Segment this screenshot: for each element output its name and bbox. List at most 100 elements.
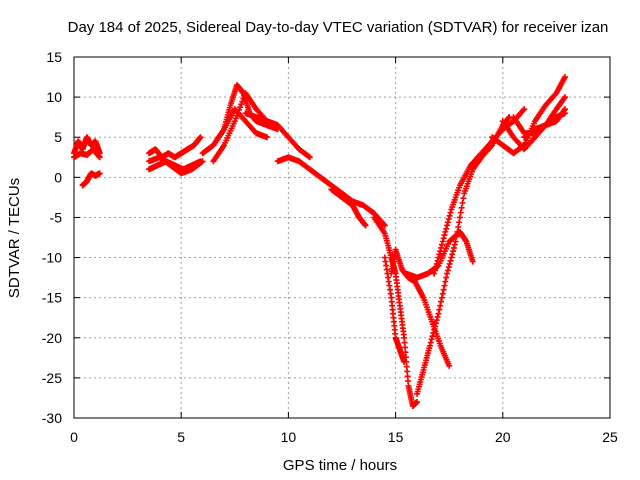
- y-tick-label: 15: [46, 49, 62, 65]
- data-point: [444, 219, 451, 226]
- x-tick-label: 25: [602, 429, 618, 445]
- data-point: [469, 258, 476, 265]
- series-track-j: [242, 110, 313, 161]
- data-point: [431, 270, 438, 277]
- data-point: [429, 333, 436, 340]
- data-point: [443, 274, 450, 281]
- data-point: [444, 270, 451, 277]
- data-point: [445, 216, 452, 223]
- data-point: [434, 257, 441, 264]
- data-point: [198, 159, 205, 166]
- x-axis-label: GPS time / hours: [283, 457, 397, 474]
- data-point: [458, 204, 465, 211]
- data-point: [561, 106, 568, 113]
- data-point: [238, 101, 245, 108]
- x-tick-label: 0: [70, 429, 78, 445]
- data-point: [520, 143, 527, 150]
- data-point: [435, 254, 442, 261]
- data-point: [442, 228, 449, 235]
- data-point: [432, 323, 439, 330]
- y-tick-label: 10: [46, 89, 62, 105]
- x-tick-label: 10: [281, 429, 297, 445]
- data-point: [237, 104, 244, 111]
- data-point: [450, 248, 457, 255]
- data-point: [439, 238, 446, 245]
- data-point: [446, 260, 453, 267]
- axis-ticks: [73, 56, 611, 419]
- plot-frame: [73, 56, 611, 419]
- data-point: [96, 154, 103, 161]
- data-point: [435, 310, 442, 317]
- data-point: [401, 358, 408, 365]
- data-point: [431, 326, 438, 333]
- data-point: [459, 200, 466, 207]
- series-track-f: [146, 154, 206, 177]
- data-point: [433, 260, 440, 267]
- data-point: [432, 267, 439, 274]
- y-tick-label: -5: [50, 209, 63, 225]
- series-track-i: [210, 106, 270, 149]
- data-point: [444, 267, 451, 274]
- data-point: [306, 154, 313, 161]
- data-point: [436, 251, 443, 258]
- data-point: [446, 212, 453, 219]
- data-point: [433, 317, 440, 324]
- chart-title: Day 184 of 2025, Sidereal Day-to-day VTE…: [68, 19, 609, 36]
- data-point: [440, 235, 447, 242]
- data-point: [199, 158, 206, 165]
- series-track-r: [431, 106, 528, 277]
- x-tick-label: 15: [388, 429, 404, 445]
- data-point: [263, 134, 270, 141]
- data-point: [427, 339, 434, 346]
- series-track-q: [414, 114, 513, 397]
- data-point: [381, 222, 388, 229]
- data-point: [437, 302, 444, 309]
- series-track-b: [71, 146, 103, 161]
- y-tick-label: -15: [42, 290, 62, 306]
- data-point: [441, 282, 448, 289]
- x-tick-label: 5: [177, 429, 185, 445]
- data-point: [362, 222, 369, 229]
- data-point: [438, 244, 445, 251]
- data-point: [428, 336, 435, 343]
- data-point: [448, 254, 455, 261]
- data-point: [305, 153, 312, 160]
- y-tick-label: -25: [42, 370, 62, 386]
- data-point: [414, 398, 421, 405]
- data-point: [445, 264, 452, 271]
- data-point: [447, 209, 454, 216]
- data-point: [561, 74, 568, 81]
- data-points: [71, 74, 568, 409]
- data-point: [436, 306, 443, 313]
- data-point: [434, 313, 441, 320]
- y-tick-label: -30: [42, 410, 62, 426]
- y-tick-label: -20: [42, 330, 62, 346]
- data-point: [447, 257, 454, 264]
- series-track-v: [510, 106, 568, 137]
- series-track-l: [328, 186, 369, 229]
- series-track-a: [71, 134, 103, 157]
- series-track-n: [381, 254, 408, 365]
- data-point: [232, 115, 239, 122]
- x-tick-label: 20: [495, 429, 511, 445]
- data-point: [430, 329, 437, 336]
- data-point: [456, 214, 463, 221]
- data-point: [439, 290, 446, 297]
- data-point: [240, 95, 247, 102]
- data-point: [440, 286, 447, 293]
- data-point: [561, 94, 568, 101]
- data-point: [432, 320, 439, 327]
- data-point: [457, 209, 464, 216]
- data-point: [452, 238, 459, 245]
- data-point: [450, 244, 457, 251]
- data-point: [437, 248, 444, 255]
- data-point: [438, 298, 445, 305]
- data-point: [426, 342, 433, 349]
- series-track-c: [79, 170, 103, 189]
- data-point: [96, 170, 103, 177]
- data-point: [455, 224, 462, 231]
- grid: [74, 57, 610, 418]
- data-point: [451, 241, 458, 248]
- data-point: [239, 98, 246, 105]
